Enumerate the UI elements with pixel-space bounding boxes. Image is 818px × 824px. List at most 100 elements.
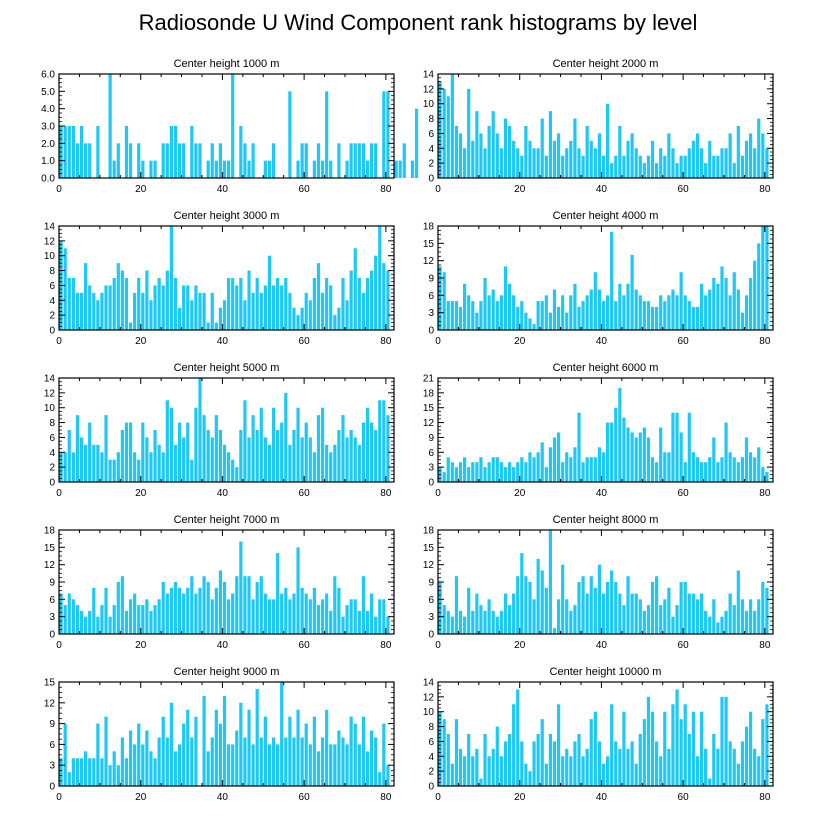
bar: [112, 605, 116, 634]
bar: [691, 452, 695, 482]
bar: [63, 126, 67, 178]
bar: [137, 723, 141, 786]
bar: [532, 741, 536, 786]
bar: [71, 599, 75, 634]
bar: [210, 292, 214, 330]
bar: [267, 599, 272, 634]
bar: [304, 143, 308, 178]
x-tick-label: 20: [514, 488, 526, 499]
bar: [218, 143, 223, 178]
bar: [112, 160, 116, 178]
bar: [96, 300, 100, 330]
y-tick-label: 0: [428, 630, 434, 641]
bar: [708, 778, 712, 786]
y-tick-label: 15: [44, 678, 56, 689]
bar: [320, 737, 325, 786]
bar: [634, 593, 638, 634]
x-tick-label: 60: [299, 488, 311, 499]
bar: [227, 278, 231, 330]
bar: [728, 295, 732, 330]
bar: [463, 616, 467, 634]
bar: [573, 605, 577, 634]
bar: [691, 306, 695, 330]
bar: [683, 582, 687, 634]
bar: [124, 422, 129, 482]
bar: [112, 751, 116, 786]
bar: [206, 430, 210, 482]
bar: [720, 148, 724, 178]
bar: [467, 88, 471, 178]
bar: [202, 695, 206, 786]
bar: [157, 599, 161, 634]
x-tick-label: 80: [380, 336, 392, 347]
bar: [524, 576, 528, 634]
bar: [177, 587, 182, 634]
bar: [606, 756, 610, 786]
bar: [206, 751, 210, 786]
bar: [736, 126, 740, 178]
bar: [740, 155, 745, 178]
bar: [646, 605, 651, 634]
bar: [532, 324, 536, 330]
y-tick-label: 12: [44, 698, 56, 709]
bar: [161, 716, 165, 786]
bar: [748, 278, 753, 330]
bar: [610, 570, 614, 634]
bar: [263, 437, 267, 482]
bar: [369, 422, 374, 482]
bar: [329, 610, 333, 634]
bar: [581, 301, 585, 330]
x-tick-label: 20: [135, 792, 147, 803]
panel-title: Center height 6000 m: [553, 362, 659, 374]
bar: [642, 610, 646, 634]
bar: [128, 322, 133, 330]
bar: [218, 723, 223, 786]
bar: [67, 430, 71, 482]
bar: [386, 415, 390, 482]
bar: [516, 462, 520, 482]
bar: [345, 160, 349, 178]
bar: [333, 315, 337, 330]
bar: [198, 587, 202, 634]
bar: [63, 248, 67, 330]
x-tick-label: 60: [678, 792, 690, 803]
bar: [744, 726, 749, 786]
bar: [593, 587, 597, 634]
bar: [382, 599, 386, 634]
panel-1: Center height 2000 m 0 20 40 60 80 0 2 4 6 8 10 12 14: [423, 58, 774, 195]
bar: [222, 582, 227, 634]
bar: [325, 444, 329, 482]
bar: [271, 407, 276, 482]
bar: [402, 143, 406, 178]
bar: [467, 734, 471, 786]
bar: [610, 422, 614, 482]
bar: [112, 459, 116, 482]
bar: [442, 472, 446, 482]
bar: [642, 719, 646, 786]
y-tick-label: 14: [44, 222, 56, 233]
bar: [161, 452, 165, 482]
bar: [601, 593, 606, 634]
bar: [659, 148, 663, 178]
bar: [626, 140, 630, 178]
bar: [458, 306, 463, 330]
bar: [259, 737, 263, 786]
bar: [516, 148, 520, 178]
panel-0: Center height 1000 m 0 20 40 60 80 0.0 1.0 2.0 3.…: [41, 58, 419, 195]
bar: [296, 160, 300, 178]
bar: [267, 160, 272, 178]
bar: [141, 160, 145, 178]
bar: [577, 306, 581, 330]
bar: [382, 91, 386, 178]
bar: [173, 126, 178, 178]
bar: [149, 160, 153, 178]
y-tick-label: 1.0: [41, 156, 55, 167]
panel-8: Center height 9000 m 0 20 40 60 80 0 3 6 9 12 15: [44, 666, 395, 803]
bar: [454, 467, 459, 482]
bar: [357, 278, 361, 330]
bar: [71, 452, 75, 482]
bar: [165, 737, 169, 786]
bar: [104, 716, 108, 786]
bar: [757, 447, 761, 482]
bar: [120, 270, 124, 330]
